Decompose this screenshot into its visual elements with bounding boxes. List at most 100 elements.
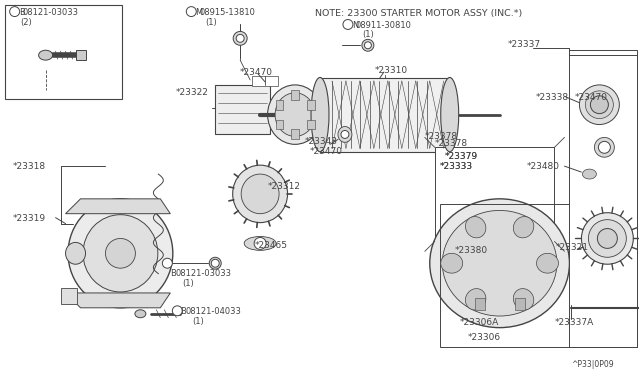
Ellipse shape bbox=[465, 289, 486, 310]
Bar bbox=[215, 85, 270, 134]
Text: B: B bbox=[19, 8, 24, 17]
Text: 08121-03033: 08121-03033 bbox=[22, 8, 79, 17]
Text: *23470: *23470 bbox=[575, 93, 607, 102]
Text: B: B bbox=[180, 307, 186, 316]
Text: *23343: *23343 bbox=[305, 137, 338, 147]
Text: *23321: *23321 bbox=[556, 243, 589, 253]
Ellipse shape bbox=[513, 289, 534, 310]
Ellipse shape bbox=[595, 137, 614, 157]
Ellipse shape bbox=[106, 238, 136, 268]
Text: 08911-30810: 08911-30810 bbox=[356, 20, 412, 29]
Ellipse shape bbox=[362, 39, 374, 51]
Bar bbox=[440, 204, 584, 347]
Polygon shape bbox=[76, 50, 86, 60]
Circle shape bbox=[598, 141, 611, 153]
Ellipse shape bbox=[582, 169, 596, 179]
Text: *23333: *23333 bbox=[440, 162, 473, 171]
Circle shape bbox=[597, 228, 618, 248]
Polygon shape bbox=[65, 199, 170, 214]
Text: *23306: *23306 bbox=[468, 333, 501, 341]
Text: 08121-04033: 08121-04033 bbox=[186, 307, 241, 316]
Circle shape bbox=[341, 131, 349, 138]
Text: *23465: *23465 bbox=[255, 241, 288, 250]
Circle shape bbox=[364, 42, 371, 49]
Bar bbox=[275, 100, 284, 110]
Circle shape bbox=[211, 259, 220, 267]
Text: 08915-13810: 08915-13810 bbox=[199, 8, 255, 17]
Bar bbox=[475, 298, 484, 310]
Text: (1): (1) bbox=[362, 31, 374, 39]
Ellipse shape bbox=[135, 310, 146, 318]
Text: M: M bbox=[195, 8, 202, 17]
Text: *23322: *23322 bbox=[175, 88, 208, 97]
Ellipse shape bbox=[588, 219, 627, 257]
Bar bbox=[570, 50, 637, 347]
Text: *23333: *23333 bbox=[440, 162, 473, 171]
Ellipse shape bbox=[536, 253, 559, 273]
Ellipse shape bbox=[581, 213, 634, 264]
Text: *23379: *23379 bbox=[445, 152, 478, 161]
Ellipse shape bbox=[83, 215, 158, 292]
Ellipse shape bbox=[65, 243, 86, 264]
Text: *23380: *23380 bbox=[454, 246, 488, 256]
Text: *23318: *23318 bbox=[13, 162, 46, 171]
Ellipse shape bbox=[244, 237, 276, 250]
Ellipse shape bbox=[268, 85, 323, 144]
Text: ^P33|0P09: ^P33|0P09 bbox=[572, 360, 614, 369]
Bar bbox=[61, 288, 77, 304]
Text: *23337: *23337 bbox=[508, 40, 541, 49]
Circle shape bbox=[163, 258, 172, 268]
Polygon shape bbox=[65, 293, 170, 308]
Text: *23310: *23310 bbox=[375, 66, 408, 75]
Bar bbox=[435, 147, 554, 241]
Ellipse shape bbox=[586, 91, 613, 119]
Ellipse shape bbox=[441, 253, 463, 273]
Ellipse shape bbox=[441, 77, 459, 152]
Text: *23312: *23312 bbox=[268, 182, 301, 191]
Bar bbox=[4, 5, 122, 99]
Text: (1): (1) bbox=[205, 17, 217, 26]
Text: (2): (2) bbox=[20, 17, 33, 26]
Bar bbox=[515, 298, 525, 310]
Ellipse shape bbox=[233, 165, 287, 222]
Circle shape bbox=[172, 306, 182, 316]
Text: *23319: *23319 bbox=[13, 214, 46, 223]
Bar bbox=[307, 119, 315, 129]
Bar bbox=[291, 129, 299, 140]
Text: *23337A: *23337A bbox=[554, 318, 594, 327]
Ellipse shape bbox=[38, 50, 52, 60]
Ellipse shape bbox=[233, 31, 247, 45]
Ellipse shape bbox=[68, 199, 173, 308]
Text: *23306A: *23306A bbox=[460, 318, 499, 327]
Circle shape bbox=[254, 237, 266, 249]
Text: 08121-03033: 08121-03033 bbox=[175, 269, 231, 278]
Circle shape bbox=[236, 34, 244, 42]
Circle shape bbox=[591, 96, 609, 113]
Bar bbox=[307, 100, 315, 110]
Ellipse shape bbox=[275, 93, 315, 137]
Ellipse shape bbox=[442, 211, 557, 316]
Ellipse shape bbox=[338, 126, 352, 142]
Ellipse shape bbox=[209, 257, 221, 269]
Text: (1): (1) bbox=[192, 317, 204, 326]
Text: NOTE: 23300 STARTER MOTOR ASSY (INC.*): NOTE: 23300 STARTER MOTOR ASSY (INC.*) bbox=[315, 9, 522, 17]
Bar bbox=[320, 78, 450, 152]
Text: B: B bbox=[170, 269, 176, 278]
Ellipse shape bbox=[465, 217, 486, 238]
Text: *23470: *23470 bbox=[310, 147, 343, 156]
Text: *23480: *23480 bbox=[527, 162, 559, 171]
Text: *23378: *23378 bbox=[425, 132, 458, 141]
Text: N: N bbox=[352, 20, 358, 29]
Ellipse shape bbox=[513, 217, 534, 238]
Ellipse shape bbox=[311, 77, 329, 152]
Bar bbox=[275, 119, 284, 129]
Bar bbox=[291, 90, 299, 100]
Circle shape bbox=[186, 7, 196, 16]
Circle shape bbox=[343, 19, 353, 29]
Text: *23470: *23470 bbox=[240, 68, 273, 77]
Bar bbox=[252, 76, 278, 86]
Ellipse shape bbox=[579, 85, 620, 125]
Circle shape bbox=[10, 7, 20, 16]
Text: *23338: *23338 bbox=[536, 93, 569, 102]
Text: *23379: *23379 bbox=[445, 152, 478, 161]
